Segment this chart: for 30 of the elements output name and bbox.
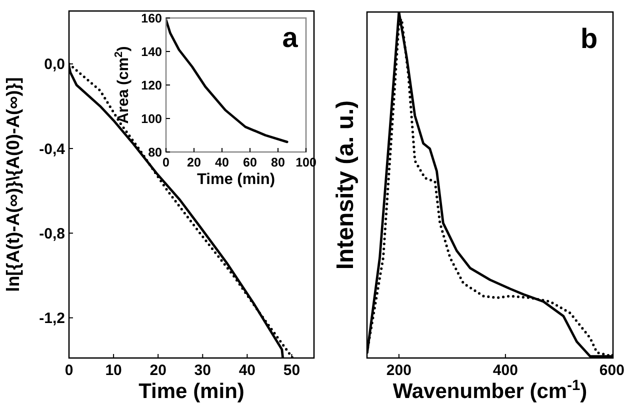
x-tick-label: 20 — [187, 156, 201, 170]
x-tick-label: 80 — [271, 156, 285, 170]
x-axis-title: Time (min) — [196, 171, 276, 188]
y-tick-label: 140 — [141, 44, 162, 59]
x-tick-label: 50 — [283, 362, 300, 379]
y-tick-label: 80 — [148, 145, 162, 160]
y-tick-label: -1,2 — [39, 310, 65, 328]
x-tick-label: 40 — [215, 156, 229, 170]
y-tick-label: -0,4 — [39, 140, 66, 158]
x-axis-title: Time (min) — [138, 380, 244, 403]
y-tick-label: 100 — [141, 112, 162, 126]
x-tick-label: 20 — [150, 362, 166, 379]
annotation: b — [580, 23, 598, 54]
x-tick-label: 600 — [599, 362, 624, 379]
y-tick-label: 120 — [141, 78, 162, 92]
x-tick-label: 0 — [64, 362, 74, 379]
x-tick-label: 0 — [162, 156, 170, 170]
x-tick-label: 200 — [386, 362, 412, 379]
y-axis-title: ln[{A(t)-A(∞)}\{A(0)-A(∞)}] — [3, 77, 23, 292]
x-tick-label: 10 — [105, 362, 122, 379]
y-tick-label: 160 — [141, 11, 162, 26]
x-tick-label: 60 — [243, 156, 257, 170]
y-axis-title: Intensity (a. u.) — [332, 100, 359, 270]
x-axis-title: Wavenumber (cm$^{-1}$) — [392, 378, 588, 403]
x-tick-label: 400 — [492, 362, 518, 379]
y-tick-label: 0,0 — [44, 56, 65, 74]
annotation: a — [282, 22, 298, 53]
x-tick-label: 30 — [194, 362, 211, 379]
y-tick-label: -0,8 — [39, 225, 65, 242]
x-tick-label: 40 — [238, 362, 256, 379]
